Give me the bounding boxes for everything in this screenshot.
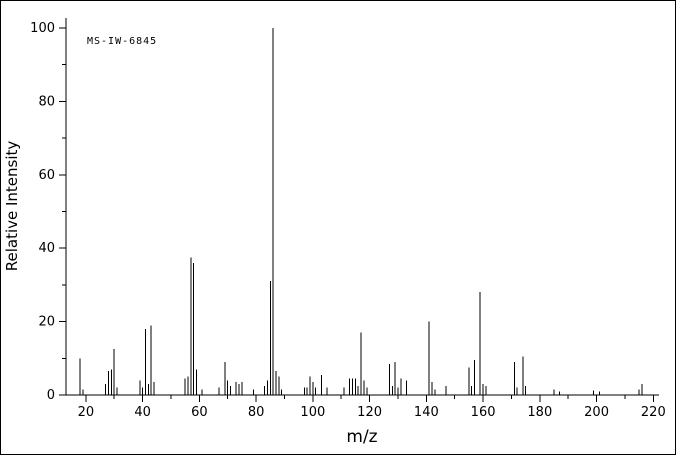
spectrum-id-label: MS-IW-6845: [87, 36, 157, 47]
x-tick-label: 120: [357, 405, 382, 420]
x-tick-label: 60: [191, 405, 208, 420]
x-tick-label: 220: [641, 405, 666, 420]
x-tick-label: 40: [134, 405, 151, 420]
y-tick-label: 60: [38, 168, 55, 183]
spectrum-peaks: [79, 28, 643, 395]
x-axis-label: m/z: [346, 427, 377, 447]
axis-tick-labels: 20 40 60 80 100 120 140 160 180 200 220 0 20 40 60 80 10…: [30, 21, 666, 420]
y-tick-label: 20: [38, 315, 55, 330]
x-tick-label: 180: [527, 405, 552, 420]
x-tick-label: 140: [414, 405, 439, 420]
x-tick-label: 20: [78, 405, 95, 420]
x-tick-label: 160: [471, 405, 496, 420]
y-tick-label: 100: [30, 21, 55, 36]
axis-ticks: [59, 27, 654, 402]
y-tick-label: 0: [47, 388, 55, 403]
x-tick-label: 100: [300, 405, 325, 420]
y-tick-label: 40: [38, 241, 55, 256]
y-tick-label: 80: [38, 94, 55, 109]
axes: [65, 18, 659, 396]
y-axis-label: Relative Intensity: [3, 141, 21, 272]
x-tick-label: 200: [584, 405, 609, 420]
x-tick-label: 80: [248, 405, 265, 420]
